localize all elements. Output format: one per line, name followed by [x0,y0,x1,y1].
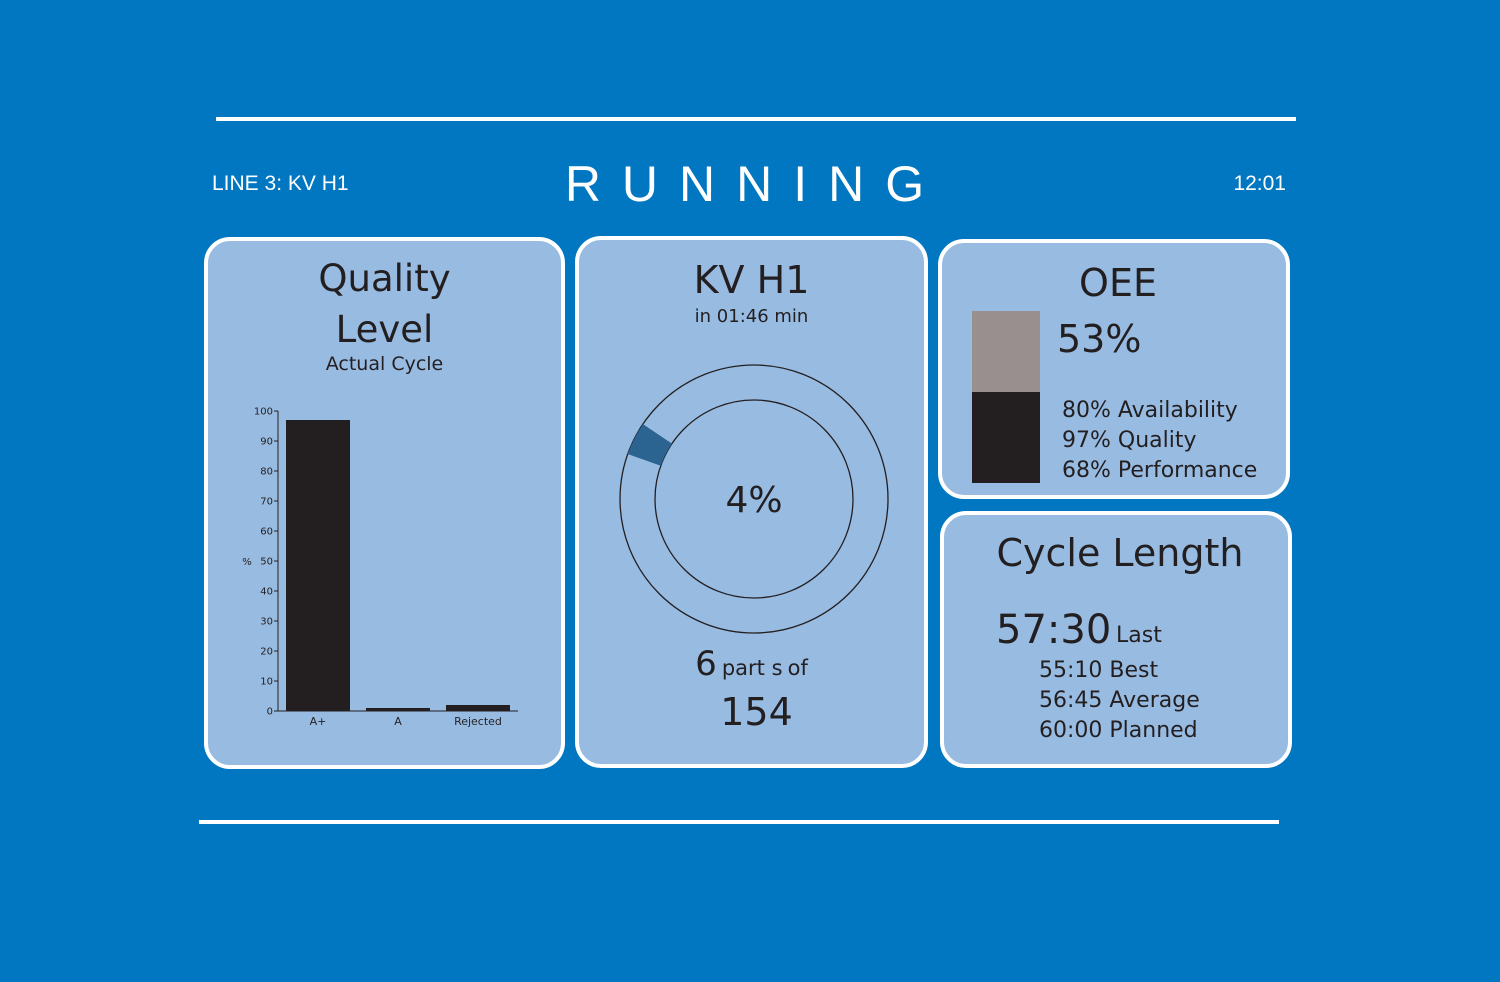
top-divider [216,117,1296,121]
cycle-title: Cycle Length [996,531,1244,575]
parts-count-line: 6 part s of [579,644,924,684]
quality-title: Quality Level [208,253,561,355]
cycle-average: 56:45 Average [1039,688,1200,713]
y-tick-label: 40 [260,587,273,598]
clock: 12:01 [1233,172,1286,195]
oee-performance: 68% Performance [1062,458,1258,483]
oee-value: 53% [1057,317,1142,361]
y-tick-label: 70 [260,497,273,508]
progress-ring: 4% [619,364,889,634]
cycle-best: 55:10 Best [1039,658,1159,683]
cycle-length-card[interactable]: Cycle Length 57:30 Last 55:10 Best 56:45… [940,511,1292,768]
progress-ring-outer [619,364,889,634]
progress-percent: 4% [725,480,782,521]
y-tick-label: 0 [267,707,273,718]
bottom-divider [199,820,1279,824]
line-label: LINE 3: KV H1 [212,172,349,195]
oee-title: OEE [1079,261,1157,305]
parts-label: part s [721,656,783,680]
quality-subtitle: Actual Cycle [325,353,444,375]
parts-count: 6 [695,644,717,684]
progress-ring-inner [654,399,854,599]
y-tick-label: 100 [254,407,273,418]
production-title: KV H1 [693,258,810,302]
y-tick-label: 20 [260,647,273,658]
x-tick-label: A+ [310,715,327,728]
progress-ring-segment [627,424,672,466]
oee-bar-fill [972,391,1040,483]
bar-aplus [286,420,350,711]
oee-quality: 97% Quality [1062,428,1197,453]
x-tick-label: Rejected [454,715,502,728]
machine-status: RUNNING [564,156,946,212]
production-card[interactable]: KV H1 in 01:46 min 4% 6 part s of 154 [575,236,928,768]
production-subtitle: in 01:46 min [694,306,809,327]
y-tick-label: 50 [260,557,273,568]
oee-availability: 80% Availability [1062,398,1238,423]
parts-total: 154 [720,690,793,734]
quality-title-line1: Quality [318,257,451,300]
quality-title-line2: Level [335,308,434,351]
y-axis-label: % [242,557,252,568]
oee-level-bar [972,311,1040,483]
parts-of-label: of [787,656,808,680]
oee-bar-remaining [972,311,1040,392]
y-tick-label: 10 [260,677,273,688]
y-tick-label: 30 [260,617,273,628]
y-tick-label: 80 [260,467,273,478]
oee-card[interactable]: OEE 53% 80% Availability 97% Quality 68%… [938,239,1290,499]
cycle-last-label: Last [1116,623,1162,648]
x-tick-label: A [394,715,402,728]
bar-a [366,708,430,711]
cycle-planned: 60:00 Planned [1039,718,1198,743]
cycle-last-value: 57:30 [996,607,1112,653]
y-tick-label: 90 [260,437,273,448]
bar-rejected [446,705,510,711]
quality-level-card[interactable]: Quality Level Actual Cycle 0 10 20 30 40 50 60… [204,237,565,769]
y-tick-label: 60 [260,527,273,538]
quality-bar-chart: 0 10 20 30 40 50 60 70 80 90 100% A+ A Rejected [242,407,518,728]
